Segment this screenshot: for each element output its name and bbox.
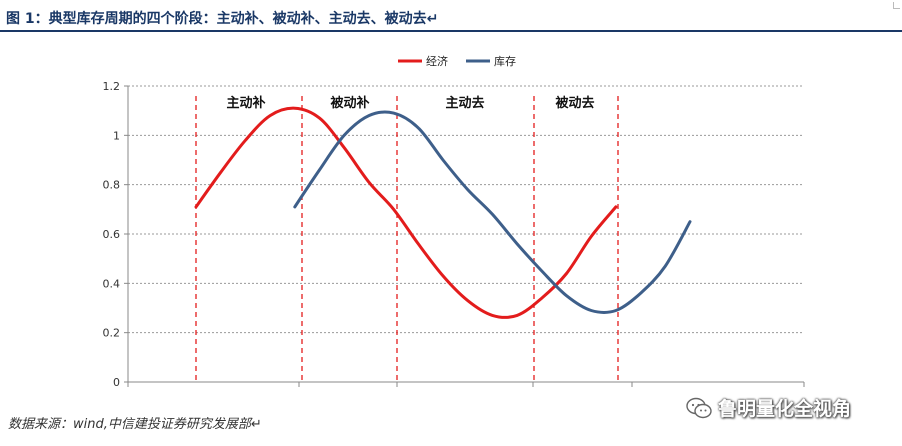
y-tick-label: 0.4 — [103, 277, 121, 290]
series-lines — [194, 106, 692, 319]
phase-label: 主动去 — [445, 95, 484, 111]
legend-label-economy: 经济 — [426, 54, 448, 68]
phase-label: 被动去 — [554, 95, 594, 111]
y-tick-label: 1.2 — [103, 80, 121, 93]
y-tick-label: 0.8 — [103, 179, 121, 192]
phase-dividers: 主动补 被动补 主动去 被动去 — [195, 95, 619, 382]
gridlines — [128, 85, 804, 334]
watermark: 鲁明量化全视角 — [686, 394, 851, 421]
legend: 经济 库存 — [398, 54, 516, 68]
phase-label: 被动补 — [329, 95, 369, 111]
y-tick-label: 0.6 — [103, 228, 121, 241]
legend-label-inventory: 库存 — [494, 54, 516, 68]
watermark-text: 鲁明量化全视角 — [718, 398, 852, 420]
series-economy-line — [194, 106, 618, 319]
y-tick-label: 0.2 — [103, 327, 121, 340]
axes — [127, 86, 805, 387]
y-tick-labels: 1.2 1 0.8 0.6 0.4 0.2 0 — [103, 80, 128, 389]
phase-label: 主动补 — [226, 95, 265, 111]
title-rule — [0, 30, 902, 32]
y-tick-label: 0 — [113, 376, 120, 389]
corner-mark — [893, 2, 900, 9]
series-inventory-line — [293, 110, 692, 314]
y-tick-label: 1 — [113, 129, 120, 142]
figure-title: 图 1：典型库存周期的四个阶段：主动补、被动补、主动去、被动去↵ — [6, 11, 439, 27]
data-source-note: 数据来源：wind,中信建投证券研究发展部↵ — [8, 417, 262, 432]
wechat-icon — [686, 397, 712, 418]
